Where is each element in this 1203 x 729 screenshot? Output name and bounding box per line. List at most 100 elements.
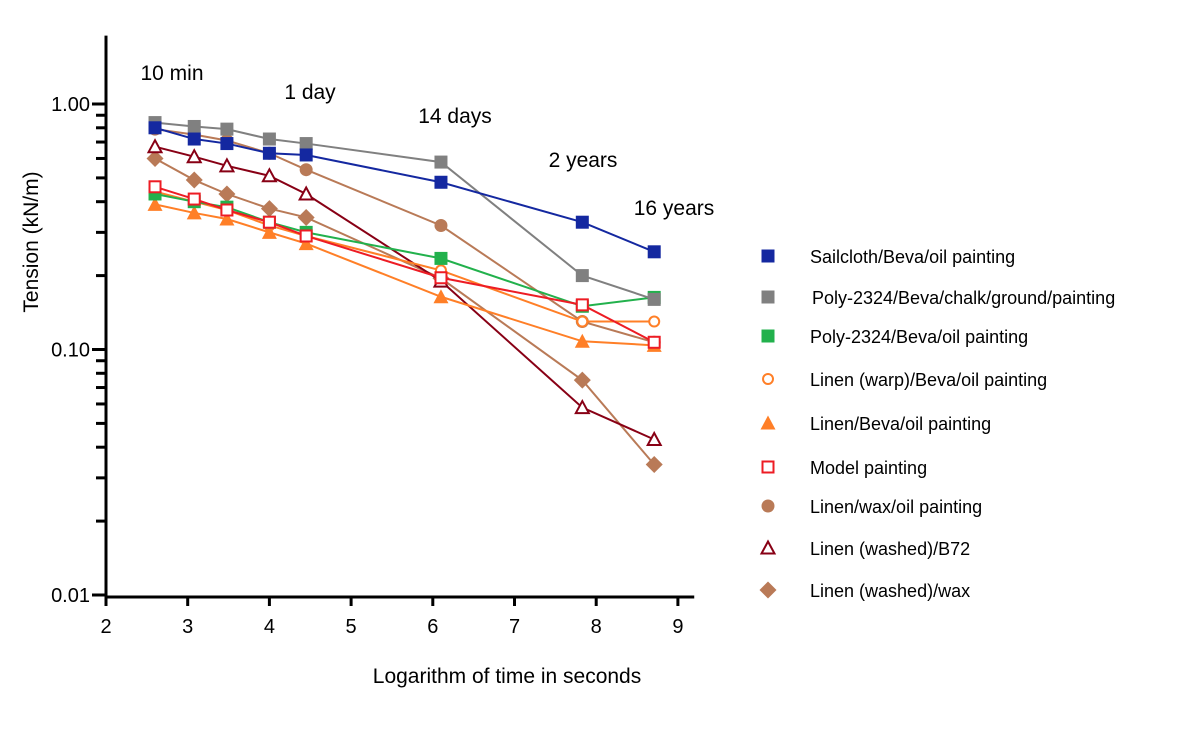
legend-item: Model painting bbox=[761, 458, 927, 478]
series-linen-washed-wax bbox=[146, 149, 663, 474]
time-annotation: 10 min bbox=[140, 62, 203, 85]
legend-label: Poly-2324/Beva/oil painting bbox=[810, 327, 1028, 347]
square-marker bbox=[647, 292, 661, 306]
legend-label: Linen (washed)/B72 bbox=[810, 539, 970, 559]
legend-item: Sailcloth/Beva/oil painting bbox=[761, 247, 1015, 267]
legend-label: Linen (washed)/wax bbox=[810, 581, 970, 601]
legend-item: Linen (washed)/wax bbox=[759, 581, 970, 601]
legend-item: Poly-2324/Beva/chalk/ground/painting bbox=[761, 288, 1115, 308]
circle-marker bbox=[761, 499, 775, 513]
square-marker bbox=[187, 132, 201, 146]
triangle-marker bbox=[433, 289, 449, 304]
series-model-painting bbox=[148, 180, 661, 349]
legend-item: Linen/Beva/oil painting bbox=[760, 414, 991, 434]
diamond-marker bbox=[297, 208, 315, 226]
triangle-marker bbox=[261, 167, 278, 183]
y-axis-label: Tension (kN/m) bbox=[20, 171, 43, 312]
square-marker bbox=[761, 290, 775, 304]
x-tick-label: 2 bbox=[100, 616, 111, 638]
diamond-marker bbox=[645, 456, 663, 474]
triangle-marker bbox=[297, 185, 315, 201]
triangle-marker bbox=[219, 211, 235, 226]
triangle-marker bbox=[574, 398, 591, 415]
legend-label: Poly-2324/Beva/chalk/ground/painting bbox=[812, 288, 1115, 308]
square-marker bbox=[575, 298, 589, 312]
legend-label: Linen/Beva/oil painting bbox=[810, 414, 991, 434]
y-tick-label: 1.00 bbox=[51, 94, 90, 116]
legend-item: Linen (warp)/Beva/oil painting bbox=[762, 370, 1047, 390]
x-tick-label: 8 bbox=[591, 616, 602, 638]
square-marker bbox=[220, 137, 234, 151]
legend-item: Linen/wax/oil painting bbox=[761, 497, 982, 517]
legend-label: Linen/wax/oil painting bbox=[810, 497, 982, 517]
time-annotation: 1 day bbox=[284, 81, 336, 104]
triangle-marker bbox=[186, 148, 203, 164]
diamond-marker bbox=[218, 185, 236, 203]
x-tick-label: 6 bbox=[427, 616, 438, 638]
square-marker bbox=[299, 229, 313, 243]
annotations: 10 min 1 day 14 days 2 years 16 years bbox=[140, 62, 714, 220]
square-marker bbox=[434, 175, 448, 189]
square-marker bbox=[187, 119, 201, 133]
diamond-marker bbox=[260, 200, 278, 218]
y-tick-label: 0.01 bbox=[51, 585, 90, 607]
circle-marker bbox=[648, 315, 661, 328]
legend-item: Poly-2324/Beva/oil painting bbox=[761, 327, 1028, 347]
square-marker bbox=[220, 203, 234, 217]
axes: 1.00 0.10 0.01 2 3 4 5 6 7 8 9 bbox=[51, 35, 695, 638]
square-marker bbox=[647, 245, 661, 259]
legend-item: Linen (washed)/B72 bbox=[759, 539, 970, 559]
triangle-marker bbox=[261, 224, 277, 239]
square-marker bbox=[761, 329, 775, 343]
x-tick-label: 4 bbox=[264, 616, 275, 638]
square-marker bbox=[575, 215, 589, 229]
triangle-marker bbox=[646, 430, 663, 446]
circle-marker bbox=[576, 315, 589, 328]
y-tick-label: 0.10 bbox=[51, 340, 90, 362]
square-marker bbox=[434, 155, 448, 169]
series-line bbox=[154, 203, 655, 347]
square-marker bbox=[299, 137, 313, 151]
square-marker bbox=[220, 122, 234, 136]
triangle-marker bbox=[760, 415, 776, 430]
square-marker bbox=[148, 180, 162, 194]
x-tick-label: 5 bbox=[346, 616, 357, 638]
series-linen-washed-b72 bbox=[146, 138, 663, 446]
square-marker bbox=[575, 269, 589, 283]
square-marker bbox=[434, 251, 448, 265]
square-marker bbox=[262, 215, 276, 229]
time-annotation: 16 years bbox=[634, 197, 715, 220]
legend-label: Linen (warp)/Beva/oil painting bbox=[810, 370, 1047, 390]
diamond-marker bbox=[185, 171, 203, 189]
series-layer bbox=[146, 116, 663, 474]
time-annotation: 14 days bbox=[418, 105, 492, 128]
x-tick-label: 9 bbox=[672, 616, 683, 638]
diamond-marker bbox=[146, 149, 164, 167]
legend-label: Model painting bbox=[810, 458, 927, 478]
triangle-marker bbox=[574, 333, 590, 348]
time-annotation: 2 years bbox=[549, 149, 618, 172]
circle-marker bbox=[762, 373, 774, 385]
diamond-marker bbox=[573, 371, 591, 389]
x-tick-label: 7 bbox=[509, 616, 520, 638]
square-marker bbox=[262, 132, 276, 146]
triangle-marker bbox=[218, 157, 236, 173]
circle-marker bbox=[299, 163, 313, 177]
triangle-marker bbox=[146, 138, 164, 154]
square-marker bbox=[647, 335, 661, 349]
triangle-marker bbox=[147, 196, 163, 211]
square-marker bbox=[761, 460, 775, 474]
square-marker bbox=[187, 192, 201, 206]
diamond-marker bbox=[759, 581, 777, 599]
square-marker bbox=[761, 249, 775, 263]
x-tick-label: 3 bbox=[182, 616, 193, 638]
triangle-marker bbox=[298, 236, 314, 251]
series-sailcloth-beva-oil-painting bbox=[148, 121, 661, 259]
legend-label: Sailcloth/Beva/oil painting bbox=[810, 247, 1015, 267]
square-marker bbox=[262, 146, 276, 160]
square-marker bbox=[434, 271, 448, 285]
triangle-marker bbox=[186, 205, 202, 220]
legend: Sailcloth/Beva/oil painting Poly-2324/Bev… bbox=[759, 247, 1115, 601]
circle-marker bbox=[434, 218, 448, 232]
